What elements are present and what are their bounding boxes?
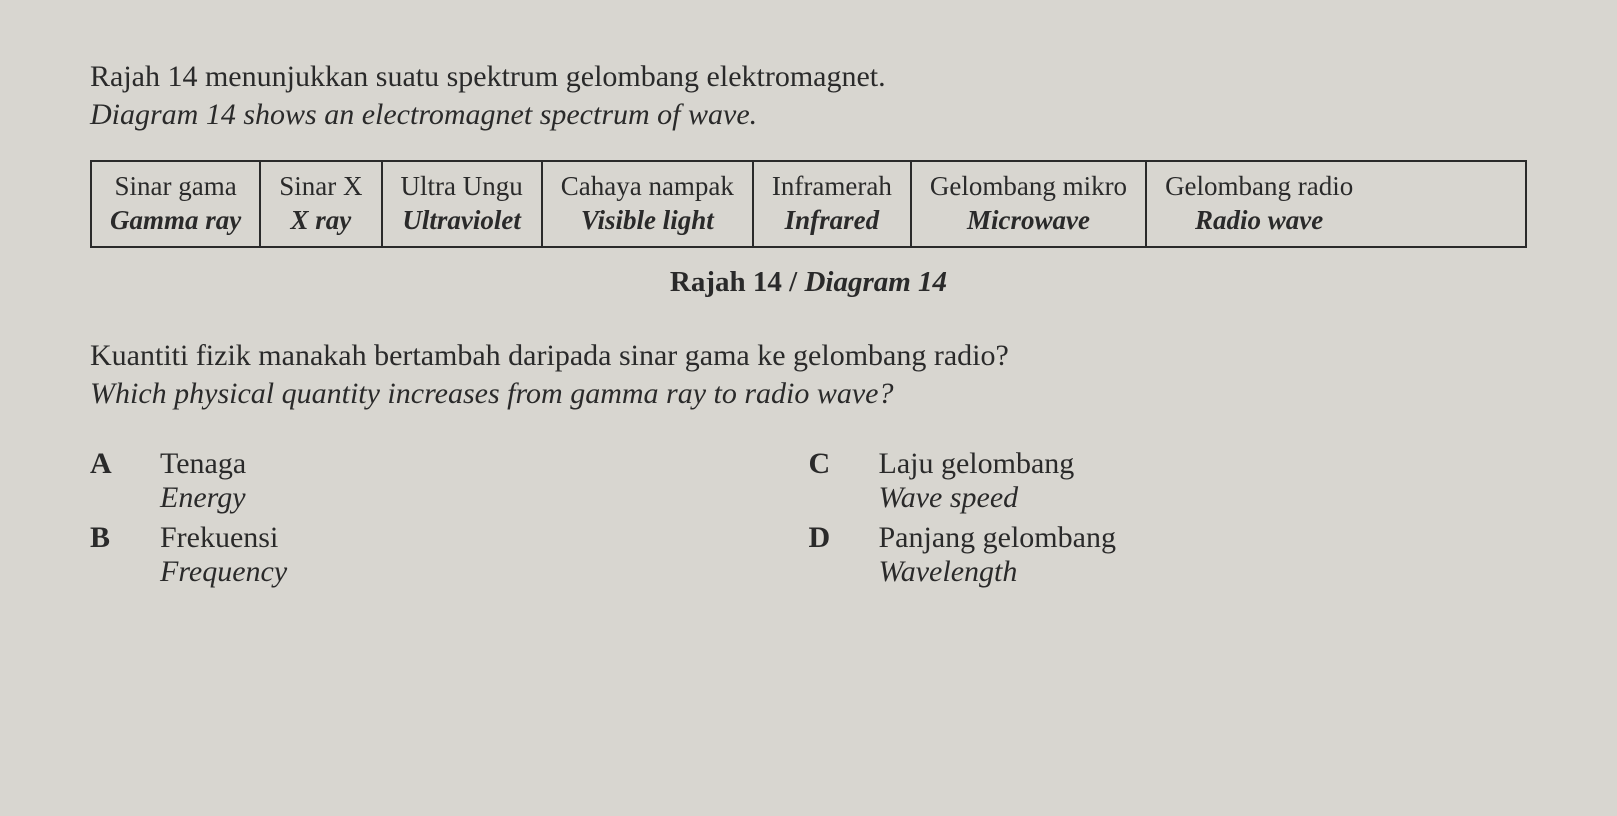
cell-main: Cahaya nampak <box>561 170 734 204</box>
spectrum-cell-radio: Gelombang radio Radio wave <box>1147 162 1371 246</box>
option-text: Panjang gelombang Wavelength <box>879 521 1116 589</box>
spectrum-table: Sinar gama Gamma ray Sinar X X ray Ultra… <box>90 160 1527 248</box>
cell-sub: Ultraviolet <box>402 204 520 238</box>
caption-english: Diagram 14 <box>804 266 947 298</box>
option-main: Tenaga <box>160 447 246 481</box>
option-sub: Wavelength <box>879 555 1116 589</box>
option-text: Frekuensi Frequency <box>160 521 287 589</box>
cell-main: Sinar gama <box>115 170 237 204</box>
intro-english: Diagram 14 shows an electromagnet spectr… <box>90 98 1527 132</box>
cell-sub: Microwave <box>967 204 1090 238</box>
option-sub: Frequency <box>160 555 287 589</box>
cell-main: Ultra Ungu <box>401 170 523 204</box>
spectrum-cell-microwave: Gelombang mikro Microwave <box>912 162 1147 246</box>
spectrum-cell-visible: Cahaya nampak Visible light <box>543 162 754 246</box>
cell-main: Gelombang radio <box>1165 170 1353 204</box>
intro-malay: Rajah 14 menunjukkan suatu spektrum gelo… <box>90 60 1527 94</box>
cell-sub: X ray <box>291 204 352 238</box>
option-letter: A <box>90 447 160 515</box>
cell-sub: Radio wave <box>1195 204 1323 238</box>
option-sub: Wave speed <box>879 481 1075 515</box>
diagram-caption: Rajah 14 / Diagram 14 <box>90 266 1527 299</box>
option-sub: Energy <box>160 481 246 515</box>
cell-main: Gelombang mikro <box>930 170 1127 204</box>
option-letter: B <box>90 521 160 589</box>
option-text: Laju gelombang Wave speed <box>879 447 1075 515</box>
option-main: Frekuensi <box>160 521 287 555</box>
option-main: Panjang gelombang <box>879 521 1116 555</box>
options-container: A Tenaga Energy B Frekuensi Frequency C … <box>90 447 1527 595</box>
option-a: A Tenaga Energy <box>90 447 809 515</box>
option-b: B Frekuensi Frequency <box>90 521 809 589</box>
option-main: Laju gelombang <box>879 447 1075 481</box>
options-left-col: A Tenaga Energy B Frekuensi Frequency <box>90 447 809 595</box>
spectrum-cell-infrared: Inframerah Infrared <box>754 162 912 246</box>
cell-main: Sinar X <box>279 170 362 204</box>
question-malay: Kuantiti fizik manakah bertambah daripad… <box>90 339 1527 373</box>
option-d: D Panjang gelombang Wavelength <box>809 521 1528 589</box>
option-text: Tenaga Energy <box>160 447 246 515</box>
cell-sub: Gamma ray <box>110 204 241 238</box>
option-c: C Laju gelombang Wave speed <box>809 447 1528 515</box>
cell-sub: Infrared <box>785 204 880 238</box>
spectrum-cell-gamma: Sinar gama Gamma ray <box>92 162 261 246</box>
options-right-col: C Laju gelombang Wave speed D Panjang ge… <box>809 447 1528 595</box>
option-letter: D <box>809 521 879 589</box>
option-letter: C <box>809 447 879 515</box>
cell-sub: Visible light <box>581 204 714 238</box>
spectrum-cell-uv: Ultra Ungu Ultraviolet <box>383 162 543 246</box>
question-english: Which physical quantity increases from g… <box>90 377 1527 411</box>
cell-main: Inframerah <box>772 170 892 204</box>
caption-malay: Rajah 14 / <box>670 266 805 298</box>
spectrum-cell-xray: Sinar X X ray <box>261 162 382 246</box>
